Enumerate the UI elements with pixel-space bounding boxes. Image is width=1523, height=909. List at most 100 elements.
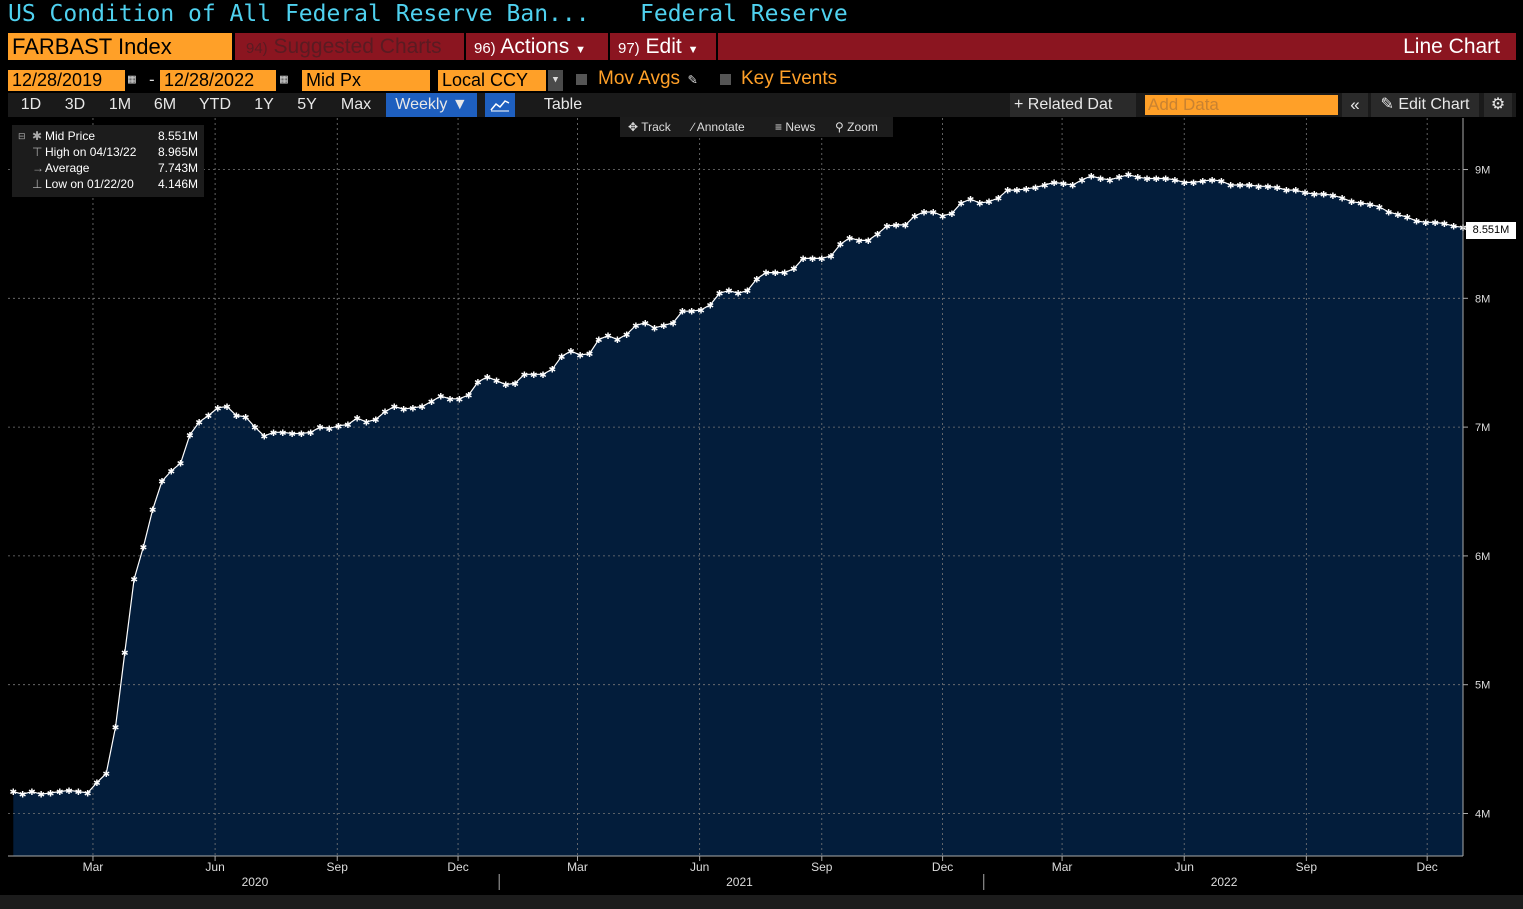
edit-chart-label: Edit Chart — [1398, 96, 1470, 113]
series-point: ✱ — [558, 353, 566, 363]
key-events-checkbox[interactable] — [720, 74, 731, 85]
period-1d[interactable]: 1D — [20, 96, 42, 113]
period-6m[interactable]: 6M — [153, 96, 177, 113]
legend-row-mid: ⊟ ✱ Mid Price 8.551M — [12, 128, 204, 144]
period-1m[interactable]: 1M — [108, 96, 132, 113]
low-marker-icon: ⊥ — [32, 177, 43, 191]
y-tick-label: 5M — [1475, 680, 1490, 692]
series-point: ✱ — [1041, 181, 1049, 191]
series-point: ✱ — [1366, 201, 1374, 211]
series-point: ✱ — [112, 724, 120, 734]
series-point: ✱ — [19, 791, 27, 801]
actions-label: Actions — [500, 35, 570, 58]
annotate-icon: ∕ — [692, 120, 695, 134]
annotate-tool[interactable]: ∕ Annotate — [692, 120, 745, 134]
series-point: ✱ — [911, 212, 919, 222]
divider — [716, 33, 718, 60]
calendar-icon[interactable]: ▦ — [128, 72, 136, 87]
period-3d[interactable]: 3D — [64, 96, 86, 113]
add-data-input[interactable]: Add Data — [1145, 95, 1338, 115]
function-bar — [235, 33, 1516, 60]
series-point: ✱ — [985, 198, 993, 208]
table-button[interactable]: Table — [543, 96, 583, 113]
series-point: ✱ — [1320, 190, 1328, 200]
series-point: ✱ — [205, 412, 213, 422]
edit-label: Edit — [645, 35, 682, 58]
series-point: ✱ — [1385, 209, 1393, 219]
calendar-icon[interactable]: ▦ — [280, 72, 288, 87]
series-point: ✱ — [158, 478, 166, 488]
track-tool[interactable]: ✥ Track — [628, 120, 671, 134]
series-point: ✱ — [233, 412, 241, 422]
pencil-icon[interactable]: ✎ — [688, 70, 698, 88]
double-chevron-left-icon[interactable]: « — [1342, 93, 1368, 117]
chevron-down-icon: ▼ — [575, 44, 586, 56]
edit-chart-button[interactable]: ✎ Edit Chart — [1371, 93, 1479, 117]
legend-high-value: 8.965M — [157, 145, 198, 159]
series-point: ✱ — [1013, 187, 1021, 197]
series-point: ✱ — [1413, 218, 1421, 228]
series-point: ✱ — [465, 391, 473, 401]
news-tool[interactable]: ≡ News — [775, 120, 816, 134]
edit-button[interactable]: 97) Edit ▼ — [612, 33, 716, 60]
series-point: ✱ — [967, 196, 975, 206]
suggested-charts-button[interactable]: 94) Suggested Charts — [240, 33, 462, 60]
series-point: ✱ — [1431, 219, 1439, 229]
period-max[interactable]: Max — [340, 96, 372, 113]
series-point: ✱ — [381, 408, 389, 418]
series-point: ✱ — [809, 255, 817, 265]
series-point: ✱ — [1199, 178, 1207, 188]
series-point: ✱ — [1357, 200, 1365, 210]
series-point: ✱ — [1422, 219, 1430, 229]
x-tick-label: Mar — [1052, 860, 1073, 874]
chart-type-label[interactable]: Line Chart — [1403, 35, 1500, 58]
series-point: ✱ — [493, 377, 501, 387]
legend-row-high: ⊤ High on 04/13/22 8.965M — [12, 144, 204, 160]
series-line — [13, 174, 1464, 795]
line-chart-icon[interactable] — [485, 93, 515, 117]
chevron-down-icon[interactable]: ▼ — [548, 70, 563, 91]
series-point: ✱ — [1115, 174, 1123, 184]
series-point: ✱ — [1264, 183, 1272, 193]
period-5y[interactable]: 5Y — [297, 96, 317, 113]
mov-avgs-checkbox[interactable] — [576, 74, 587, 85]
series-point: ✱ — [47, 789, 55, 799]
series-point: ✱ — [827, 252, 835, 262]
currency-select[interactable]: Local CCY — [438, 70, 546, 91]
series-point: ✱ — [1153, 175, 1161, 185]
series-point: ✱ — [744, 287, 752, 297]
series-point: ✱ — [1106, 176, 1114, 186]
chart-tools: ✥ Track ∕ Annotate ≡ News ⚲ Zoom — [620, 117, 893, 137]
frequency-select[interactable]: Weekly ▼ — [386, 93, 477, 117]
mov-avgs-label: Mov Avgs — [598, 68, 681, 89]
series-point: ✱ — [707, 301, 715, 311]
period-1y[interactable]: 1Y — [254, 96, 274, 113]
series-point: ✱ — [121, 649, 129, 659]
gear-icon[interactable]: ⚙ — [1484, 93, 1512, 117]
series-point: ✱ — [474, 379, 482, 389]
actions-number: 96) — [474, 40, 496, 57]
series-point: ✱ — [446, 395, 454, 405]
series-point: ✱ — [214, 404, 222, 414]
end-date-input[interactable]: 12/28/2022 — [160, 70, 276, 91]
ticker-field[interactable]: FARBAST Index — [8, 33, 232, 60]
series-point: ✱ — [883, 223, 891, 233]
series-point: ✱ — [660, 322, 668, 332]
x-tick-label: Jun — [1175, 860, 1194, 874]
zoom-tool[interactable]: ⚲ Zoom — [835, 120, 878, 134]
series-point: ✱ — [75, 788, 83, 798]
related-data-button[interactable]: + Related Dat — [1010, 93, 1136, 117]
x-tick-label: Dec — [932, 860, 953, 874]
suggested-charts-number: 94) — [246, 40, 268, 57]
series-point: ✱ — [1208, 176, 1216, 186]
series-area — [13, 174, 1463, 856]
series-point: ✱ — [855, 237, 863, 247]
price-field-select[interactable]: Mid Px — [302, 70, 430, 91]
collapse-icon[interactable]: ⊟ — [18, 131, 26, 141]
legend-low-value: 4.146M — [157, 177, 198, 191]
period-ytd[interactable]: YTD — [199, 96, 231, 113]
start-date-input[interactable]: 12/28/2019 — [8, 70, 125, 91]
series-point: ✱ — [242, 413, 250, 423]
actions-button[interactable]: 96) Actions ▼ — [468, 33, 608, 60]
